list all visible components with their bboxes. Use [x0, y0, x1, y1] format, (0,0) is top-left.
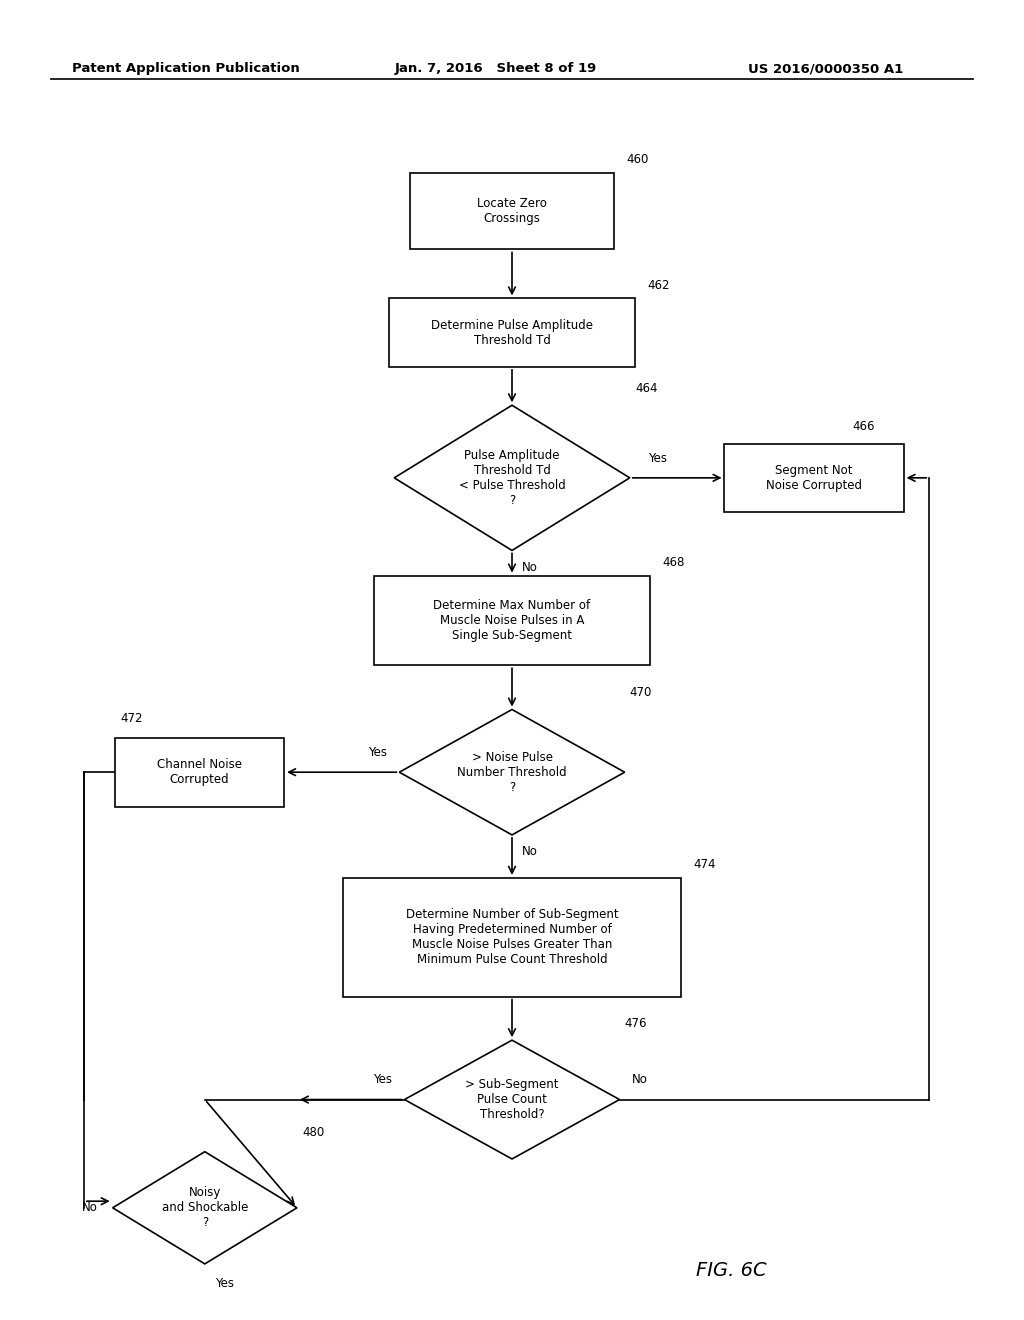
Text: No: No [522, 846, 539, 858]
Text: Determine Max Number of
Muscle Noise Pulses in A
Single Sub-Segment: Determine Max Number of Muscle Noise Pul… [433, 599, 591, 642]
Text: US 2016/0000350 A1: US 2016/0000350 A1 [748, 62, 903, 75]
Text: Yes: Yes [368, 746, 387, 759]
Text: Yes: Yes [373, 1073, 392, 1086]
Polygon shape [113, 1151, 297, 1265]
Text: 476: 476 [625, 1016, 647, 1030]
Text: Yes: Yes [648, 451, 668, 465]
Text: 480: 480 [302, 1126, 325, 1138]
Text: Jan. 7, 2016   Sheet 8 of 19: Jan. 7, 2016 Sheet 8 of 19 [394, 62, 597, 75]
Text: 466: 466 [852, 420, 874, 433]
FancyBboxPatch shape [374, 576, 650, 665]
Text: 468: 468 [663, 556, 685, 569]
Text: Yes: Yes [215, 1278, 234, 1290]
Text: No: No [632, 1073, 648, 1086]
Text: Determine Number of Sub-Segment
Having Predetermined Number of
Muscle Noise Puls: Determine Number of Sub-Segment Having P… [406, 908, 618, 966]
FancyBboxPatch shape [343, 878, 681, 997]
Polygon shape [394, 405, 630, 550]
Text: Patent Application Publication: Patent Application Publication [72, 62, 299, 75]
Text: 460: 460 [627, 153, 649, 166]
Text: 462: 462 [647, 279, 670, 292]
Text: > Sub-Segment
Pulse Count
Threshold?: > Sub-Segment Pulse Count Threshold? [465, 1078, 559, 1121]
Text: 464: 464 [635, 381, 657, 395]
Polygon shape [399, 710, 625, 836]
Text: Locate Zero
Crossings: Locate Zero Crossings [477, 197, 547, 226]
FancyBboxPatch shape [725, 444, 904, 512]
Text: 470: 470 [630, 686, 652, 700]
Text: Pulse Amplitude
Threshold Td
< Pulse Threshold
?: Pulse Amplitude Threshold Td < Pulse Thr… [459, 449, 565, 507]
Text: No: No [522, 561, 539, 574]
Text: 474: 474 [693, 858, 716, 871]
Text: FIG. 6C: FIG. 6C [696, 1262, 767, 1280]
Text: Noisy
and Shockable
?: Noisy and Shockable ? [162, 1187, 248, 1229]
Text: > Noise Pulse
Number Threshold
?: > Noise Pulse Number Threshold ? [457, 751, 567, 793]
Text: No: No [81, 1201, 97, 1214]
Text: Segment Not
Noise Corrupted: Segment Not Noise Corrupted [766, 463, 862, 492]
Polygon shape [404, 1040, 620, 1159]
Text: Channel Noise
Corrupted: Channel Noise Corrupted [157, 758, 243, 787]
Text: 472: 472 [121, 711, 142, 725]
FancyBboxPatch shape [115, 738, 285, 807]
FancyBboxPatch shape [410, 173, 614, 249]
Text: Determine Pulse Amplitude
Threshold Td: Determine Pulse Amplitude Threshold Td [431, 318, 593, 347]
FancyBboxPatch shape [389, 298, 635, 367]
